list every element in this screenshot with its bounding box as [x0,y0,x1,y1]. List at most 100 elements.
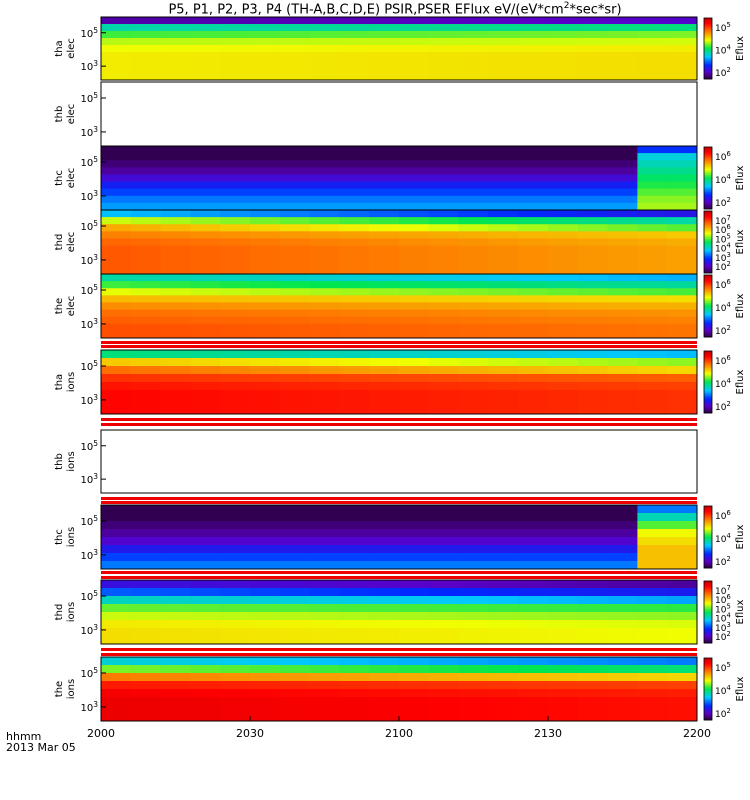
heatmap-cell [220,330,251,339]
heatmap-cell [220,238,251,246]
heatmap-cell [518,665,549,674]
panel-frame [100,504,698,570]
heatmap-cell [220,202,251,211]
colorbar-cell [704,154,712,157]
heatmap-cell [220,689,251,698]
heatmap-cell [250,38,281,46]
heatmap-cell [518,174,549,182]
colorbar-cell [704,21,712,23]
heatmap-cell [309,705,340,714]
heatmap-cell [458,52,489,60]
heatmap-cell [488,217,519,225]
heatmap-cell [458,604,489,613]
heatmap-cell [428,224,459,232]
heatmap-cell [250,224,281,232]
heatmap-cell [369,366,400,375]
heatmap-cell [607,330,638,339]
heatmap-cell [160,252,191,261]
colorbar-tick-label: 104 [715,612,731,625]
colorbar-cell [704,282,712,285]
colorbar-frame [703,657,713,721]
heatmap-cell [667,38,698,46]
colorbar-cell [704,298,712,301]
heatmap-cell [428,545,459,554]
heatmap-cell [220,167,251,175]
heatmap-cell [339,316,370,325]
colorbar-cell [704,207,712,210]
colorbar-cell [704,678,712,681]
heatmap-cell [339,697,370,706]
heatmap-cell [488,505,519,514]
heatmap-cell [309,374,340,383]
heatmap-cell [488,238,519,246]
colorbar-cell [704,159,712,162]
colorbar-cell [704,593,712,596]
heatmap-cell [130,45,161,53]
heatmap-cell [220,245,251,254]
colorbar-cell [704,205,712,208]
heatmap-cell [101,604,132,613]
colorbar-tick-label: 102 [715,707,731,720]
heatmap-cell [399,309,430,318]
heatmap-cell [160,705,191,714]
heatmap-cell [607,73,638,81]
heatmap-cell [518,66,549,74]
heatmap-cell [518,366,549,375]
colorbar-cell [704,557,712,560]
heatmap-cell [369,59,400,67]
heatmap-cell [339,245,370,254]
heatmap-cell [399,188,430,197]
heatmap-cell [667,266,698,275]
heatmap-cell [130,153,161,161]
colorbar-tick-label: 106 [715,223,731,236]
colorbar-cell [704,302,712,305]
heatmap-cell [339,505,370,514]
heatmap-cell [428,295,459,303]
heatmap-cell [160,665,191,674]
heatmap-cell [577,224,608,232]
panel-ylabel-probe: thd [54,234,65,251]
heatmap-cell [458,202,489,211]
heatmap-cell [399,628,430,637]
colorbar-cell [704,549,712,552]
colorbar-cell [704,507,712,510]
heatmap-cell [518,561,549,570]
heatmap-cell [667,195,698,204]
heatmap-cell [399,505,430,514]
heatmap-cell [279,366,310,375]
heatmap-cell [160,288,191,296]
heatmap-cell [309,188,340,197]
heatmap-cell [488,24,519,32]
colorbar-label: Eflux [735,599,746,624]
colorbar-cell [704,400,712,403]
heatmap-cell [577,73,608,81]
heatmap-cell [309,604,340,613]
colorbar-cell [704,710,712,713]
heatmap-cell [101,657,132,666]
heatmap-cell [190,295,221,303]
heatmap-cell [548,596,579,605]
colorbar-cell [704,153,712,156]
colorbar-cell [704,281,712,284]
colorbar-cell [704,321,712,324]
colorbar-cell [704,641,712,644]
heatmap-cell [548,217,579,225]
heatmap-cell [518,245,549,254]
heatmap-cell [369,52,400,60]
colorbar-cell [704,716,712,719]
heatmap-cell [667,390,698,399]
heatmap-cell [190,657,221,666]
heatmap-cell [577,366,608,375]
heatmap-cell [220,358,251,367]
heatmap-cell [548,323,579,332]
heatmap-cell [160,245,191,254]
heatmap-cell [607,657,638,666]
heatmap-cell [667,620,698,629]
colorbar-cell [704,45,712,48]
heatmap-cell [488,374,519,383]
heatmap-cell [667,309,698,318]
colorbar-cell [704,252,712,255]
heatmap-cell [160,505,191,514]
heatmap-cell [339,224,370,232]
colorbar-cell [704,212,712,215]
